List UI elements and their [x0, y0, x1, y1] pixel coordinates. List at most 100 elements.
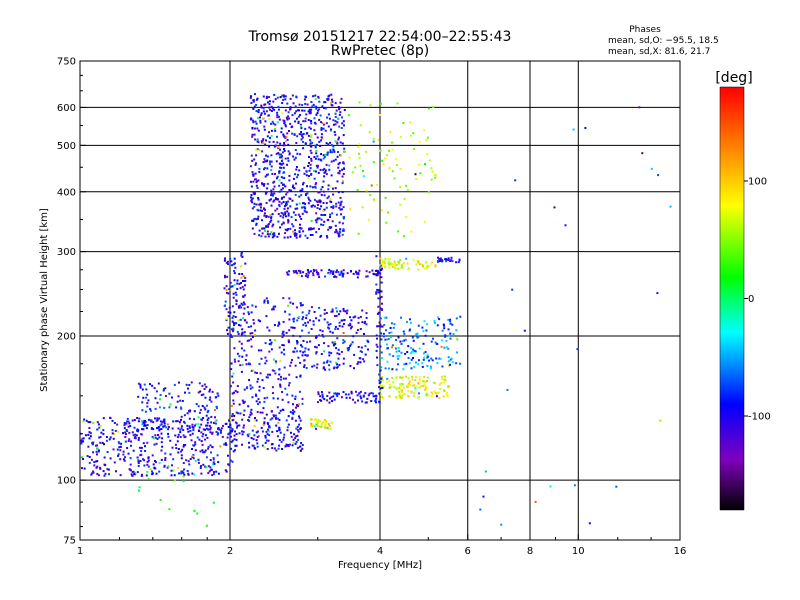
- data-point: [424, 351, 427, 353]
- data-point: [360, 346, 363, 349]
- data-point: [336, 337, 339, 340]
- data-point: [285, 201, 288, 204]
- data-point: [98, 436, 101, 439]
- data-point: [313, 425, 316, 428]
- data-point: [171, 396, 173, 399]
- data-point: [232, 327, 235, 330]
- data-point: [265, 376, 268, 379]
- data-point: [388, 395, 391, 398]
- data-point: [198, 426, 201, 429]
- data-point: [137, 382, 140, 385]
- data-point: [300, 442, 303, 445]
- data-point: [387, 211, 389, 214]
- data-point: [341, 233, 344, 236]
- data-point: [286, 132, 289, 135]
- data-point: [273, 447, 276, 450]
- data-point: [344, 310, 347, 313]
- data-point: [134, 471, 137, 474]
- data-point: [339, 101, 342, 104]
- data-point: [233, 283, 236, 286]
- data-point: [334, 328, 337, 331]
- data-point: [276, 406, 279, 409]
- data-point: [315, 269, 318, 272]
- data-point: [161, 421, 164, 424]
- data-point: [269, 108, 272, 111]
- data-point: [349, 322, 352, 325]
- data-point: [436, 362, 439, 365]
- data-point: [342, 391, 345, 393]
- data-point: [269, 418, 272, 421]
- data-point: [168, 406, 171, 409]
- colorbar: [719, 86, 745, 511]
- data-point: [310, 205, 313, 208]
- data-point: [233, 358, 236, 361]
- data-point: [397, 357, 400, 360]
- data-point: [178, 381, 180, 384]
- data-point: [314, 98, 317, 101]
- data-point: [418, 376, 421, 379]
- data-point: [412, 384, 415, 387]
- data-point: [315, 351, 318, 354]
- data-point: [426, 354, 429, 357]
- data-point: [385, 316, 388, 319]
- data-point: [388, 386, 391, 389]
- data-point: [231, 415, 233, 418]
- data-point: [257, 319, 260, 322]
- data-point: [339, 154, 342, 157]
- data-point: [448, 260, 451, 263]
- data-point: [250, 199, 253, 202]
- data-point: [380, 366, 383, 369]
- data-point: [284, 387, 287, 390]
- data-point: [223, 287, 226, 290]
- data-point: [334, 116, 337, 118]
- data-point: [251, 386, 254, 389]
- data-point: [377, 297, 380, 300]
- data-point: [342, 173, 345, 175]
- data-point: [380, 269, 383, 271]
- data-point: [239, 287, 242, 290]
- data-point: [299, 374, 302, 377]
- data-point: [319, 200, 322, 203]
- data-point: [264, 362, 267, 365]
- data-point: [381, 384, 383, 387]
- data-point: [282, 133, 285, 136]
- data-point: [234, 316, 237, 318]
- data-point: [278, 115, 280, 118]
- data-point: [254, 163, 257, 166]
- data-point: [309, 234, 312, 236]
- data-point: [307, 134, 310, 137]
- data-point: [251, 336, 254, 338]
- data-point: [263, 299, 266, 302]
- data-point: [364, 392, 367, 395]
- data-point: [297, 356, 300, 359]
- data-point: [270, 216, 273, 219]
- data-point: [291, 417, 294, 420]
- data-point: [212, 461, 215, 464]
- data-point: [299, 114, 301, 116]
- data-point: [615, 485, 618, 488]
- data-point: [274, 173, 276, 175]
- data-point: [317, 158, 320, 161]
- data-point: [400, 316, 402, 319]
- data-point: [311, 141, 314, 144]
- data-point: [342, 229, 345, 232]
- data-point: [288, 153, 291, 156]
- data-point: [302, 316, 305, 319]
- x-axis-ticks: 1 2 4 6 8 10 16: [77, 534, 686, 557]
- data-point: [236, 330, 239, 333]
- data-point: [295, 427, 298, 430]
- data-point: [656, 292, 659, 295]
- data-point: [166, 466, 169, 469]
- data-point: [333, 392, 336, 395]
- data-point: [436, 343, 439, 345]
- data-point: [124, 440, 127, 443]
- data-point: [265, 413, 268, 416]
- data-point: [324, 171, 327, 174]
- data-point: [187, 473, 190, 476]
- data-point: [214, 396, 217, 399]
- data-point: [286, 163, 288, 166]
- data-point: [247, 311, 250, 314]
- data-point: [315, 346, 318, 349]
- data-point: [364, 353, 367, 356]
- data-point: [144, 450, 147, 452]
